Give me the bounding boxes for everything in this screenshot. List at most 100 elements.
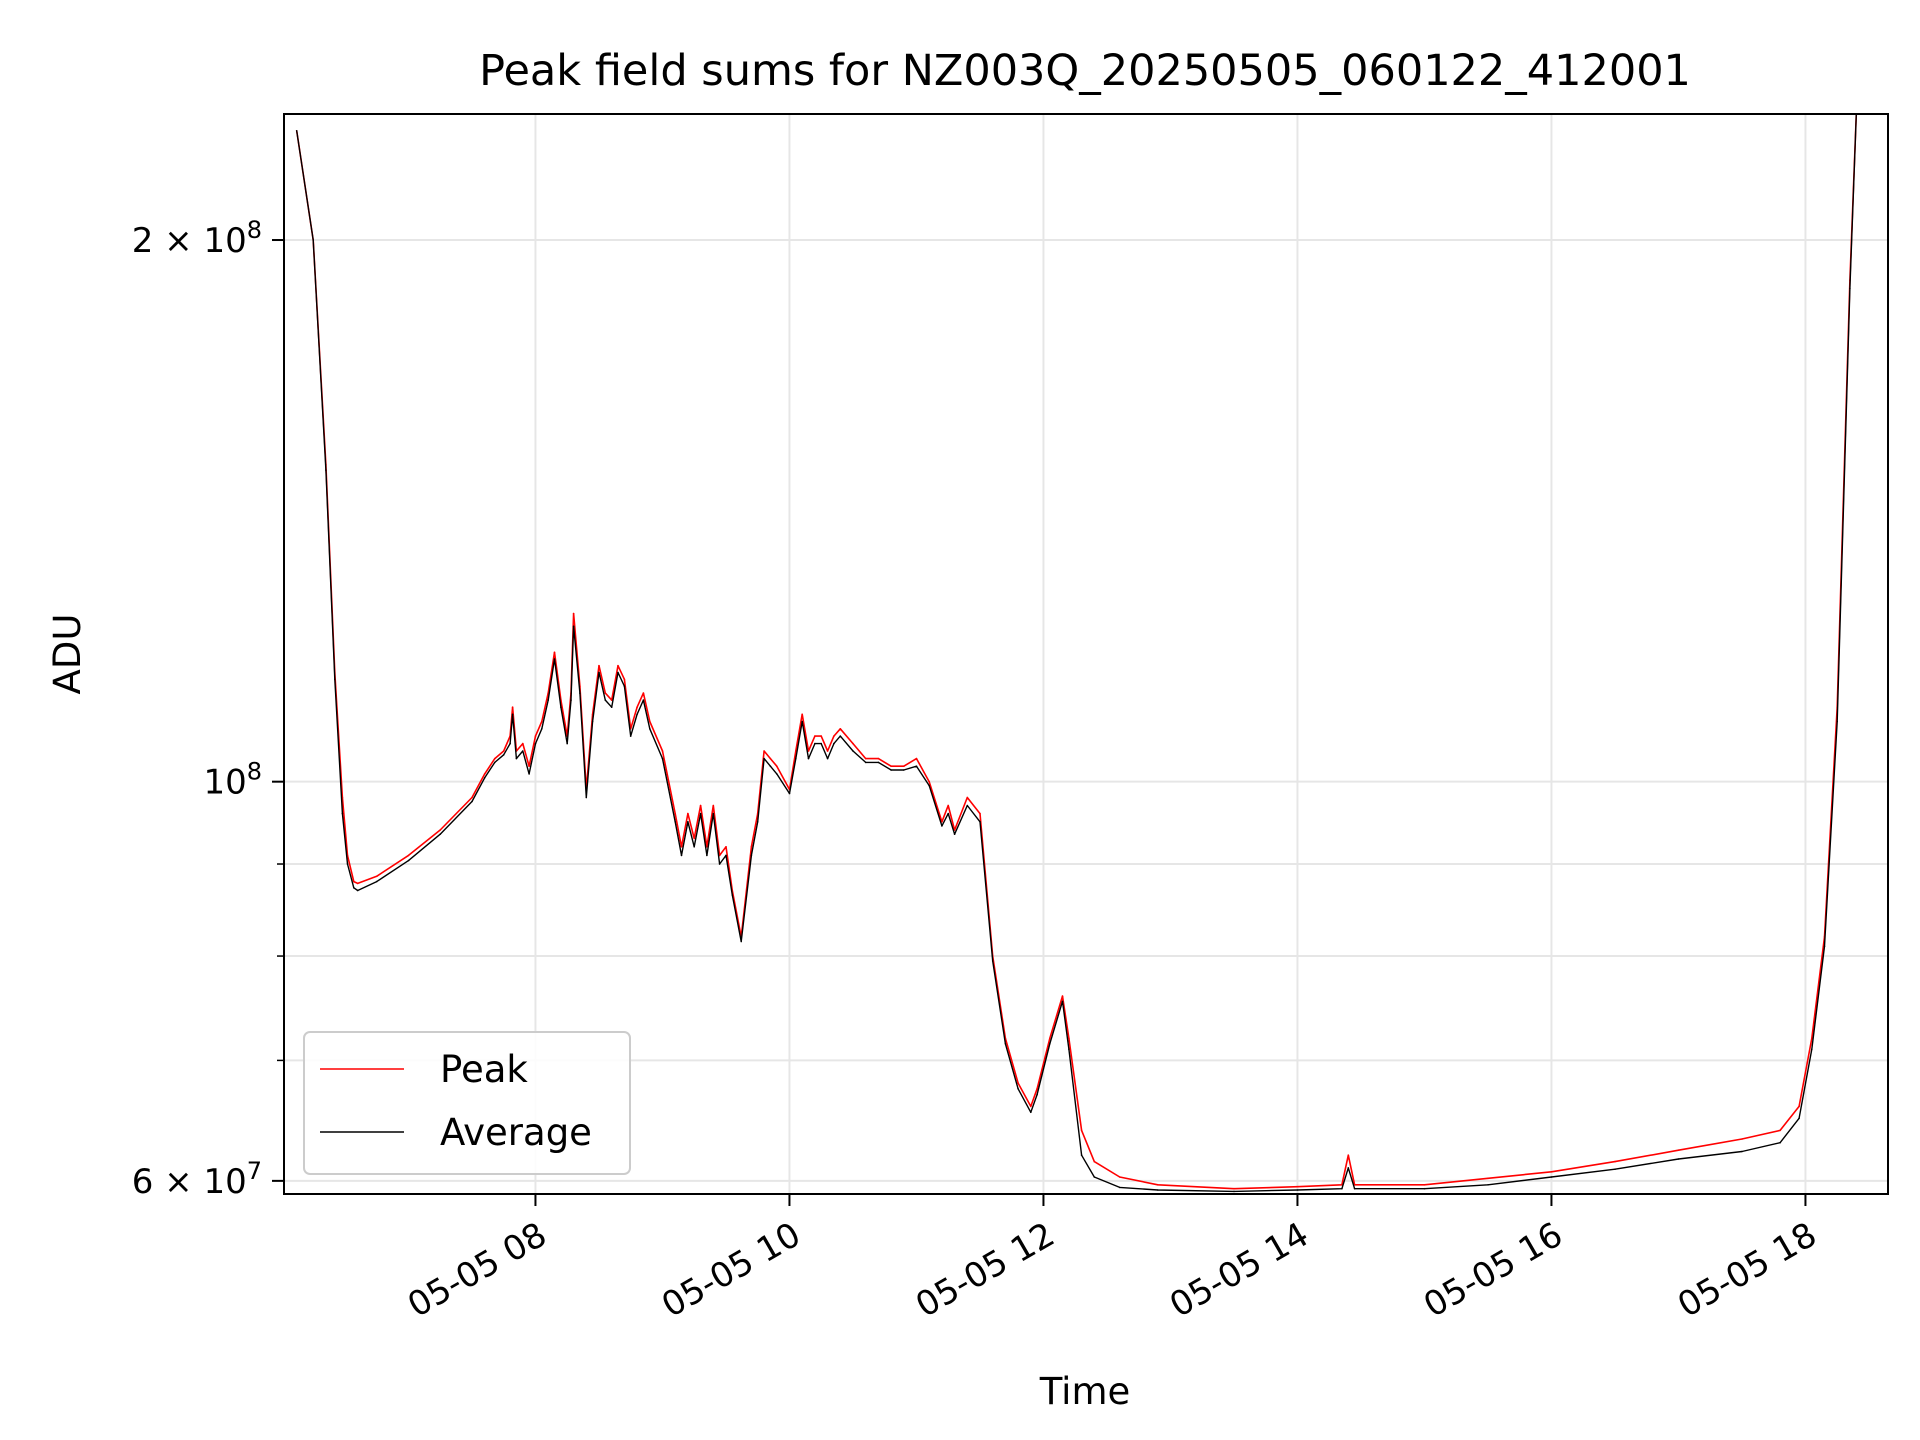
series-layer bbox=[295, 114, 1858, 1193]
data-point-average bbox=[966, 804, 969, 807]
data-point-peak bbox=[674, 812, 676, 815]
data-point-average bbox=[471, 800, 473, 803]
x-tick-label: 05-05 18 bbox=[1671, 1215, 1823, 1326]
data-point-average bbox=[725, 854, 727, 857]
data-point-average bbox=[947, 812, 949, 815]
data-point-average bbox=[718, 863, 721, 865]
data-point-peak bbox=[494, 757, 496, 760]
data-point-average bbox=[591, 720, 594, 723]
data-point-average bbox=[1779, 1141, 1781, 1144]
data-point-peak bbox=[814, 735, 816, 737]
data-point-average bbox=[1061, 1000, 1064, 1003]
data-point-peak bbox=[1061, 995, 1064, 997]
data-point-average bbox=[295, 130, 298, 132]
data-point-average bbox=[439, 833, 442, 835]
y-tick-label-exponent: 8 bbox=[247, 216, 262, 244]
data-point-average bbox=[776, 773, 778, 775]
data-point-peak bbox=[649, 720, 651, 723]
data-point-average bbox=[890, 769, 892, 771]
data-point-average bbox=[1836, 720, 1838, 723]
data-point-peak bbox=[979, 812, 981, 815]
data-point-average bbox=[585, 796, 588, 799]
data-point-average bbox=[1118, 1186, 1121, 1189]
data-point-average bbox=[1849, 287, 1851, 290]
data-point-average bbox=[1550, 1176, 1553, 1178]
data-point-peak bbox=[528, 765, 530, 767]
data-point-average bbox=[928, 784, 930, 787]
data-point-average bbox=[801, 720, 803, 723]
data-point-peak bbox=[706, 846, 708, 848]
data-point-average bbox=[353, 887, 355, 889]
data-point-average bbox=[334, 678, 336, 681]
data-point-peak bbox=[1677, 1149, 1680, 1151]
data-point-peak bbox=[776, 765, 778, 767]
data-point-peak bbox=[1741, 1138, 1743, 1140]
data-point-peak bbox=[807, 750, 810, 752]
data-point-peak bbox=[852, 742, 854, 745]
legend-label-average: Average bbox=[440, 1111, 592, 1154]
data-point-peak bbox=[1068, 1037, 1070, 1040]
data-point-peak bbox=[750, 846, 753, 848]
data-point-average bbox=[1049, 1043, 1051, 1045]
data-point-average bbox=[1036, 1093, 1038, 1096]
data-point-peak bbox=[864, 757, 867, 760]
plot-frame bbox=[283, 113, 1889, 1195]
data-point-average bbox=[839, 735, 842, 737]
data-point-peak bbox=[826, 750, 829, 752]
legend-label-peak: Peak bbox=[440, 1048, 528, 1091]
data-point-average bbox=[1423, 1187, 1426, 1190]
data-point-average bbox=[1004, 1043, 1007, 1045]
data-point-average bbox=[795, 757, 797, 760]
data-point-average bbox=[341, 812, 344, 815]
data-point-average bbox=[541, 728, 543, 730]
data-point-peak bbox=[471, 796, 473, 799]
data-point-peak bbox=[1779, 1129, 1781, 1132]
data-point-peak bbox=[483, 773, 486, 775]
data-point-peak bbox=[712, 804, 715, 807]
data-point-average bbox=[1341, 1187, 1343, 1190]
data-point-average bbox=[534, 742, 537, 745]
data-point-peak bbox=[1049, 1037, 1051, 1040]
y-tick-label-exponent: 8 bbox=[247, 758, 262, 786]
data-point-average bbox=[687, 821, 689, 823]
y-tick-label: 2 × 108 bbox=[132, 216, 262, 261]
data-point-peak bbox=[541, 720, 543, 723]
data-point-average bbox=[1487, 1184, 1489, 1186]
data-point-average bbox=[642, 699, 645, 701]
data-point-average bbox=[1353, 1187, 1356, 1190]
data-point-average bbox=[756, 821, 759, 823]
data-point-average bbox=[1017, 1088, 1019, 1090]
data-point-peak bbox=[1487, 1177, 1489, 1180]
data-point-peak bbox=[1036, 1088, 1038, 1090]
data-point-average bbox=[833, 742, 835, 745]
data-point-peak bbox=[617, 664, 619, 667]
data-point-average bbox=[693, 846, 695, 848]
data-point-peak bbox=[725, 846, 727, 848]
data-point-peak bbox=[1296, 1185, 1299, 1188]
legend-box bbox=[303, 1031, 631, 1175]
data-point-average bbox=[1677, 1158, 1680, 1160]
data-point-average bbox=[623, 685, 626, 687]
data-point-average bbox=[522, 750, 524, 752]
data-point-average bbox=[1823, 945, 1826, 948]
data-point-peak bbox=[801, 713, 803, 716]
data-point-average bbox=[494, 761, 496, 764]
data-point-average bbox=[807, 757, 810, 760]
data-point-peak bbox=[820, 735, 822, 737]
data-point-peak bbox=[610, 699, 613, 701]
grid-layer bbox=[284, 114, 1888, 1194]
data-point-peak bbox=[353, 880, 355, 883]
data-point-peak bbox=[1233, 1187, 1235, 1190]
data-point-peak bbox=[947, 804, 949, 807]
data-point-peak bbox=[915, 757, 918, 760]
data-point-average bbox=[560, 706, 562, 708]
data-point-peak bbox=[375, 875, 378, 878]
data-point-average bbox=[515, 757, 518, 760]
data-point-average bbox=[636, 713, 638, 716]
data-point-average bbox=[570, 699, 572, 701]
data-point-peak bbox=[966, 796, 969, 799]
y-tick-label-base: 10 bbox=[203, 763, 246, 803]
data-point-peak bbox=[407, 854, 410, 857]
data-point-average bbox=[941, 825, 943, 827]
